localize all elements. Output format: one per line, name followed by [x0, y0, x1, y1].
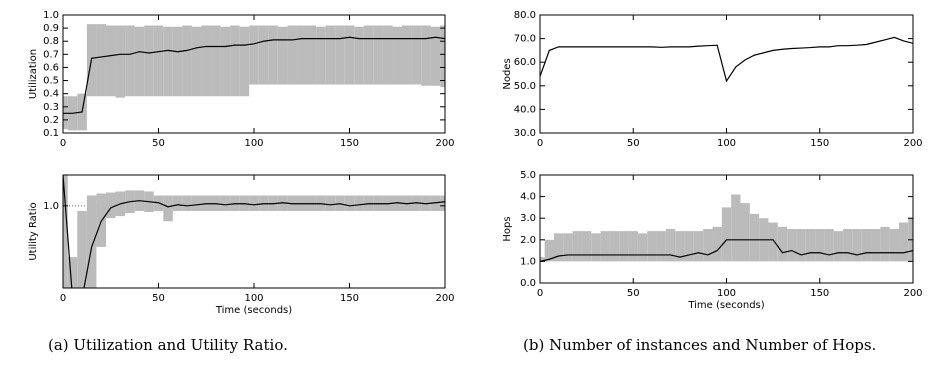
x-tick-label: 200	[435, 138, 454, 149]
y-tick-label: 0.3	[43, 102, 59, 113]
y-tick-label: 0.1	[43, 128, 59, 139]
x-tick-label: 50	[152, 138, 165, 149]
caption: (b) Number of instances and Number of Ho…	[523, 336, 877, 354]
caption: (a) Utilization and Utility Ratio.	[48, 336, 288, 354]
y-tick-label: 1.0	[43, 10, 59, 21]
x-tick-label: 150	[340, 138, 359, 149]
y-axis-label: Hops	[502, 216, 513, 241]
y-tick-label: 0.8	[43, 36, 59, 47]
y-tick-label: 0.2	[43, 115, 59, 126]
x-tick-label: 50	[152, 293, 165, 304]
line	[63, 175, 445, 288]
y-tick-label: 0.4	[43, 89, 59, 100]
y-tick-label: 30.0	[514, 128, 536, 139]
x-tick-label: 200	[435, 293, 454, 304]
x-tick-label: 100	[244, 293, 263, 304]
y-tick-label: 2.0	[520, 235, 536, 246]
y-tick-label: 0.9	[43, 23, 59, 34]
line	[63, 36, 445, 114]
x-tick-label: 200	[903, 138, 922, 149]
plot-area	[540, 36, 913, 83]
x-tick-label: 0	[60, 293, 66, 304]
y-tick-label: 50.0	[514, 81, 536, 92]
y-tick-label: 60.0	[514, 57, 536, 68]
y-axis-label: Nodes	[502, 58, 513, 89]
y-tick-label: 4.0	[520, 192, 536, 203]
y-tick-label: 0.7	[43, 49, 59, 60]
y-axis-label: Utility Ratio	[28, 202, 39, 260]
y-tick-label: 1.0	[520, 256, 536, 267]
x-tick-label: 150	[340, 293, 359, 304]
x-tick-label: 150	[810, 138, 829, 149]
x-tick-label: 0	[60, 138, 66, 149]
x-axis-label: Time (seconds)	[215, 305, 292, 316]
x-tick-label: 0	[537, 288, 543, 299]
y-tick-label: 5.0	[520, 170, 536, 181]
y-tick-label: 1.0	[43, 201, 59, 212]
y-tick-label: 70.0	[514, 34, 536, 45]
x-tick-label: 50	[627, 288, 640, 299]
x-tick-label: 150	[810, 288, 829, 299]
x-tick-label: 50	[627, 138, 640, 149]
y-tick-label: 80.0	[514, 10, 536, 21]
figure: 0.1 0.2 0.3 0.4 0.5 0.6 0.7 0.8 0.9 1.0 0 50 100 150 2…	[28, 10, 923, 316]
x-tick-label: 100	[717, 138, 736, 149]
y-tick-label: 0.6	[43, 62, 59, 73]
y-tick-label: 0.0	[520, 278, 536, 289]
x-tick-label: 100	[717, 288, 736, 299]
axes-frame	[539, 14, 914, 134]
y-tick-label: 0.5	[43, 76, 59, 87]
y-axis-label: Utilization	[28, 49, 39, 99]
x-axis-label: Time (seconds)	[687, 300, 764, 311]
x-tick-label: 100	[244, 138, 263, 149]
line	[540, 239, 913, 262]
plot-area	[63, 175, 445, 288]
y-tick-label: 3.0	[520, 213, 536, 224]
x-tick-label: 0	[537, 138, 543, 149]
plot-area	[540, 194, 913, 262]
x-tick-label: 200	[903, 288, 922, 299]
line	[540, 36, 913, 83]
y-tick-label: 40.0	[514, 104, 536, 115]
plot-area	[63, 24, 445, 131]
